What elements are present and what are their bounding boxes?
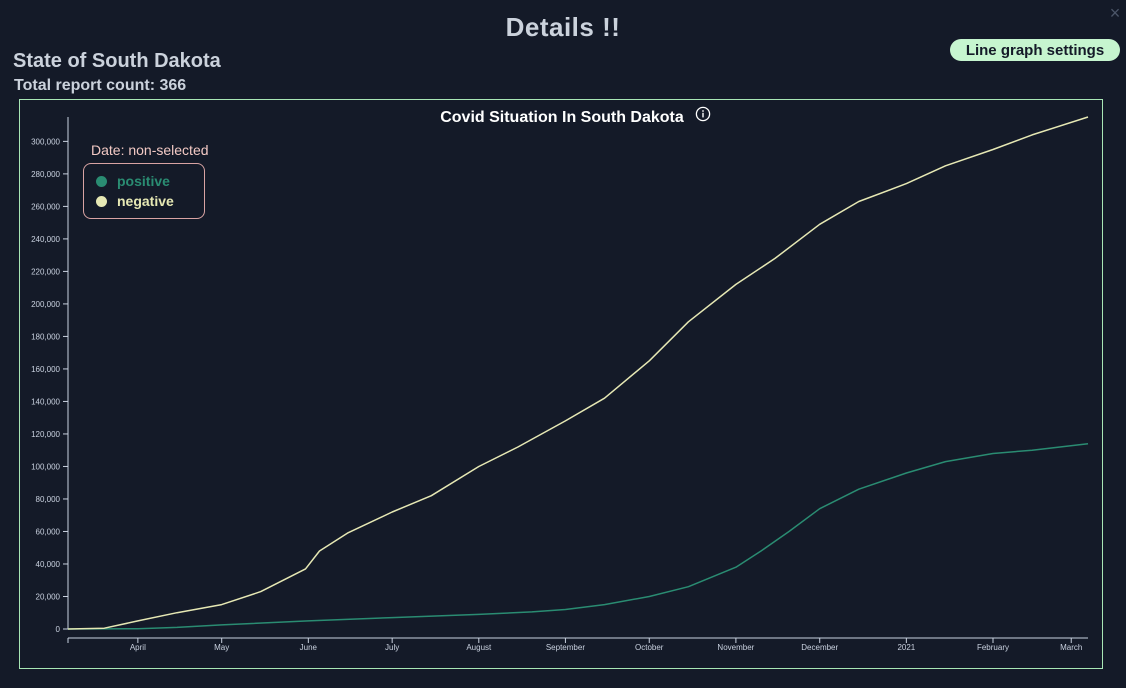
info-circle-icon[interactable] bbox=[695, 106, 711, 122]
legend-label-negative: negative bbox=[117, 193, 174, 209]
series-lines bbox=[67, 116, 1089, 630]
y-tick-label: 220,000 bbox=[31, 267, 60, 276]
line-graph-settings-button[interactable]: Line graph settings bbox=[950, 39, 1120, 61]
y-tick-label: 140,000 bbox=[31, 397, 60, 406]
y-tick-label: 180,000 bbox=[31, 332, 60, 341]
y-tick-label: 80,000 bbox=[36, 495, 61, 504]
y-tick-label: 100,000 bbox=[31, 462, 60, 471]
legend-item-negative[interactable]: negative bbox=[96, 192, 174, 210]
y-tick-label: 200,000 bbox=[31, 300, 60, 309]
x-axis: April May June July August September October No… bbox=[67, 637, 1088, 652]
line-chart: 0 20,000 40,000 60,000 80,000 100,000 120,000 1… bbox=[31, 116, 1089, 652]
x-tick-label: August bbox=[466, 643, 492, 652]
series-line-positive bbox=[67, 442, 1089, 630]
x-tick-label: September bbox=[546, 643, 585, 652]
y-tick-label: 260,000 bbox=[31, 202, 60, 211]
close-icon[interactable]: × bbox=[1109, 3, 1121, 23]
x-tick-label: April bbox=[130, 643, 146, 652]
modal-title: Details !! bbox=[505, 12, 621, 42]
x-tick-label: March bbox=[1060, 643, 1082, 652]
x-tick-label: June bbox=[300, 643, 318, 652]
legend: positive negative bbox=[83, 163, 205, 219]
y-axis: 0 20,000 40,000 60,000 80,000 100,000 120,000 1… bbox=[31, 117, 69, 634]
x-tick-label: May bbox=[214, 643, 229, 652]
legend-item-positive[interactable]: positive bbox=[96, 172, 170, 190]
y-tick-label: 20,000 bbox=[36, 592, 61, 601]
y-tick-label: 160,000 bbox=[31, 365, 60, 374]
y-tick-label: 40,000 bbox=[36, 560, 61, 569]
date-label: Date: non-selected bbox=[91, 142, 209, 158]
state-name: State of South Dakota bbox=[13, 50, 221, 72]
y-tick-label: 240,000 bbox=[31, 235, 60, 244]
series-line-negative bbox=[67, 116, 1089, 630]
x-tick-label: November bbox=[717, 643, 754, 652]
x-tick-label: July bbox=[385, 643, 399, 652]
x-tick-label: October bbox=[635, 643, 664, 652]
x-tick-label: 2021 bbox=[897, 643, 915, 652]
x-tick-label: December bbox=[801, 643, 838, 652]
y-tick-label: 300,000 bbox=[31, 137, 60, 146]
y-tick-label: 60,000 bbox=[36, 527, 61, 536]
x-tick-label: February bbox=[977, 643, 1009, 652]
y-tick-label: 120,000 bbox=[31, 430, 60, 439]
report-count: Total report count: 366 bbox=[14, 77, 187, 94]
y-tick-label: 280,000 bbox=[31, 170, 60, 179]
chart-panel: 0 20,000 40,000 60,000 80,000 100,000 120,000 1… bbox=[19, 99, 1103, 669]
legend-dot-positive bbox=[96, 175, 107, 187]
legend-dot-negative bbox=[96, 195, 107, 207]
legend-label-positive: positive bbox=[117, 173, 170, 189]
y-tick-label: 0 bbox=[56, 625, 61, 634]
